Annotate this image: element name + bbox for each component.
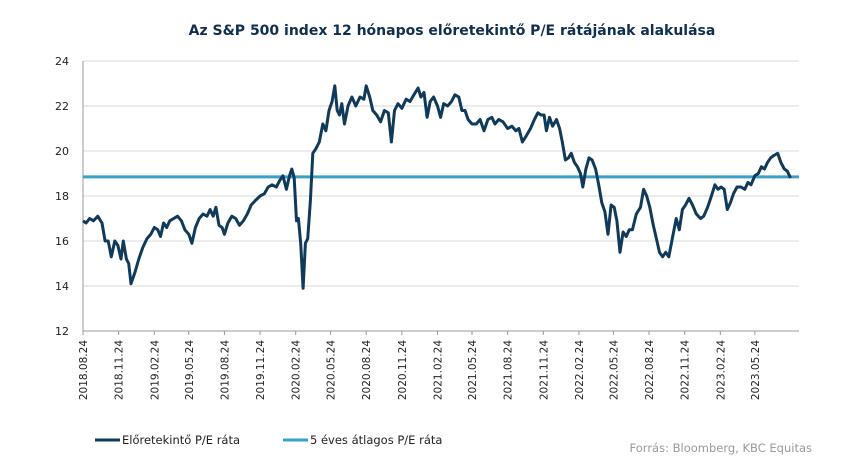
x-tick-label: 2022.08.24 bbox=[644, 340, 656, 400]
x-tick-label: 2021.02.24 bbox=[433, 340, 445, 400]
x-tick-label: 2020.05.24 bbox=[326, 340, 338, 400]
source-note: Forrás: Bloomberg, KBC Equitas bbox=[630, 441, 812, 455]
x-tick-label: 2023.05.24 bbox=[750, 340, 762, 400]
legend-label-5yr-average: 5 éves átlagos P/E ráta bbox=[310, 433, 442, 447]
legend: Előretekintő P/E ráta 5 éves átlagos P/E… bbox=[95, 433, 442, 447]
x-tick-label: 2020.08.24 bbox=[361, 340, 373, 400]
x-tick-label: 2022.02.24 bbox=[574, 340, 586, 400]
series-lines bbox=[82, 84, 799, 290]
grid-lines bbox=[83, 60, 799, 332]
y-tick-label: 12 bbox=[55, 325, 69, 338]
y-tick-label: 14 bbox=[55, 280, 69, 293]
y-tick-label: 24 bbox=[55, 55, 69, 68]
x-tick-label: 2018.08.24 bbox=[78, 340, 90, 400]
y-tick-label: 20 bbox=[55, 145, 69, 158]
x-tick-label: 2020.11.24 bbox=[397, 340, 409, 400]
x-tick-label: 2021.08.24 bbox=[503, 340, 515, 400]
x-tick-label: 2021.11.24 bbox=[538, 340, 550, 400]
forward-pe-line bbox=[82, 84, 792, 290]
x-tick-label: 2019.11.24 bbox=[255, 340, 267, 400]
y-axis-ticks: 12 14 16 18 20 22 24 bbox=[55, 55, 69, 338]
y-tick-label: 18 bbox=[55, 190, 69, 203]
chart-title: Az S&P 500 index 12 hónapos előretekintő… bbox=[189, 23, 716, 39]
y-tick-label: 22 bbox=[55, 100, 69, 113]
x-tick-label: 2021.05.24 bbox=[467, 340, 479, 400]
x-tick-label: 2022.11.24 bbox=[680, 340, 692, 400]
x-tick-label: 2019.08.24 bbox=[219, 340, 231, 400]
x-axis-ticks: 2018.08.24 2018.11.24 2019.02.24 2019.05.24… bbox=[78, 331, 762, 400]
legend-label-forward-pe: Előretekintő P/E ráta bbox=[122, 433, 240, 447]
x-tick-label: 2019.02.24 bbox=[149, 340, 161, 400]
x-tick-label: 2020.02.24 bbox=[291, 340, 303, 400]
x-tick-label: 2018.11.24 bbox=[114, 340, 126, 400]
y-tick-label: 16 bbox=[55, 235, 69, 248]
x-tick-label: 2022.05.24 bbox=[608, 340, 620, 400]
axes bbox=[82, 61, 799, 332]
x-tick-label: 2019.05.24 bbox=[184, 340, 196, 400]
x-tick-label: 2023.02.24 bbox=[715, 340, 727, 400]
